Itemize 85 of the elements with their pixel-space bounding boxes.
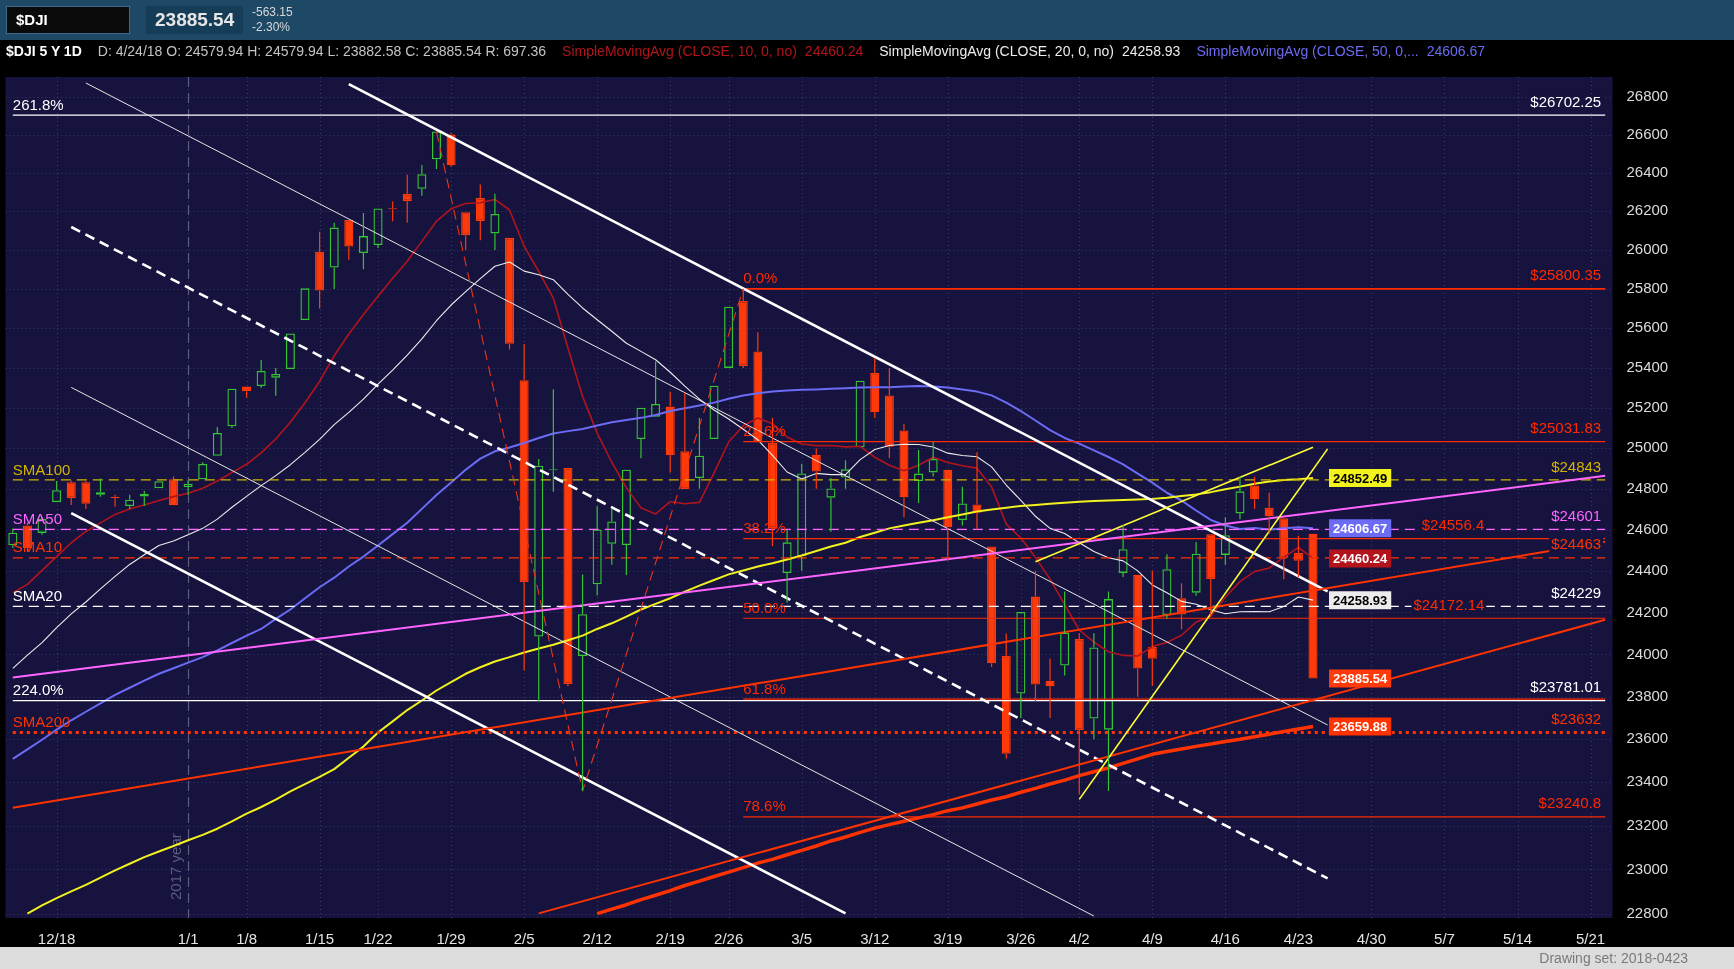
x-tick-label: 2/5 — [513, 930, 535, 948]
text: SimpleMovingAvg (CLOSE, 20, 0, no) — [879, 43, 1115, 59]
y-tick-label: 26600 — [1626, 124, 1669, 142]
data-label: $25031.83 — [1530, 419, 1602, 437]
data-label: $23781.01 — [1530, 678, 1602, 696]
y-tick-label: 23800 — [1626, 686, 1669, 704]
data-label: $24172.14 — [1413, 595, 1485, 613]
x-tick-label: 4/30 — [1356, 930, 1387, 948]
series-label: 0.0% — [743, 269, 778, 287]
data-label: 24606.67 — [1333, 520, 1388, 536]
y-tick-label: 24600 — [1626, 519, 1669, 537]
x-tick-label: 2/12 — [582, 930, 612, 948]
y-tick-label: 24200 — [1626, 602, 1669, 620]
x-tick-label: 5/7 — [1434, 930, 1455, 948]
y-tick-label: 23400 — [1626, 772, 1669, 790]
series-label: SMA100 — [12, 460, 71, 478]
series-label: 261.8% — [12, 95, 64, 113]
y-tick-label: 26000 — [1626, 240, 1669, 258]
text: SimpleMovingAvg (CLOSE, 50, 0,... — [1196, 43, 1419, 59]
text: 24258.93 — [1122, 43, 1181, 59]
y-tick-label: 25600 — [1626, 318, 1669, 336]
x-tick-label: 12/18 — [37, 930, 76, 948]
x-tick-label: 2/26 — [714, 930, 744, 948]
data-label: $24556.4 — [1421, 516, 1485, 534]
data-label: $24843 — [1551, 457, 1602, 475]
y-tick-label: 24400 — [1626, 560, 1669, 578]
x-tick-label: 1/29 — [436, 930, 466, 948]
y-tick-label: 24000 — [1626, 644, 1669, 662]
y-tick-label: 26800 — [1626, 86, 1669, 104]
x-tick-label: 3/26 — [1006, 930, 1036, 948]
series-label: SMA200 — [12, 713, 71, 731]
series-label: SMA20 — [12, 587, 63, 605]
x-tick-label: 4/9 — [1141, 930, 1163, 948]
text: $DJI — [6, 6, 130, 34]
series-label: 78.6% — [743, 797, 786, 815]
x-tick-label: 4/16 — [1210, 930, 1240, 948]
y-tick-label: 24800 — [1626, 478, 1669, 496]
data-label: $24601 — [1551, 507, 1602, 525]
y-tick-label: 25000 — [1626, 438, 1669, 456]
data-label: $23632 — [1551, 710, 1602, 728]
data-label: 24258.93 — [1333, 592, 1388, 608]
text: 24606.67 — [1426, 43, 1486, 59]
text: SimpleMovingAvg (CLOSE, 10, 0, no) — [562, 43, 797, 59]
x-tick-label: 4/2 — [1068, 930, 1090, 948]
ref-line-label: 2017 year — [167, 833, 185, 900]
y-tick-label: 23200 — [1626, 815, 1669, 833]
data-label: $23240.8 — [1538, 794, 1602, 812]
series-label: SMA50 — [12, 510, 63, 528]
x-tick-label: 1/8 — [236, 930, 257, 948]
text: 23885.54 — [146, 6, 244, 34]
y-tick-label: 25200 — [1626, 397, 1669, 415]
data-label: 24852.49 — [1333, 470, 1388, 486]
x-tick-label: 3/12 — [860, 930, 890, 948]
series-label: 61.8% — [743, 679, 786, 697]
annotation: 23885.54 — [1333, 671, 1389, 687]
x-tick-label: 1/22 — [363, 930, 393, 948]
data-label: $26702.25 — [1530, 92, 1602, 110]
data-label: $24463 — [1551, 535, 1602, 553]
data-label: 23659.88 — [1333, 719, 1388, 735]
y-tick-label: 26200 — [1626, 201, 1669, 219]
y-tick-label: 23000 — [1626, 859, 1669, 877]
text: -2.30% — [252, 20, 292, 35]
data-label: $25800.35 — [1530, 266, 1602, 284]
text: -563.15 — [252, 5, 293, 20]
x-tick-label: 3/5 — [791, 930, 813, 948]
x-tick-label: 5/14 — [1502, 930, 1533, 948]
data-label: $24229 — [1551, 584, 1602, 602]
y-tick-label: 22800 — [1626, 903, 1669, 921]
text: 24460.24 — [804, 43, 864, 59]
x-tick-label: 4/23 — [1283, 930, 1314, 948]
x-tick-label: 1/15 — [304, 930, 335, 948]
text: Drawing set: 2018-0423 — [1539, 950, 1688, 966]
y-tick-label: 26400 — [1626, 162, 1669, 180]
data-label: 24460.24 — [1333, 550, 1389, 566]
x-tick-label: 5/21 — [1575, 930, 1606, 948]
chart-title: $DJI 5 Y 1D — [5, 42, 83, 61]
x-tick-label: 3/19 — [933, 930, 963, 948]
x-tick-label: 1/1 — [177, 930, 199, 948]
y-tick-label: 25400 — [1626, 358, 1669, 376]
y-tick-label: 25800 — [1626, 279, 1669, 297]
series-label: 50.0% — [743, 598, 786, 616]
y-tick-label: 23600 — [1626, 729, 1669, 747]
x-tick-label: 2/19 — [655, 930, 685, 948]
series-label: 224.0% — [12, 681, 64, 699]
chart-subtitle: D: 4/24/18 O: 24579.94 H: 24579.94 L: 23882.58 C: 23885.54 R: 697.36 — [96, 42, 548, 61]
